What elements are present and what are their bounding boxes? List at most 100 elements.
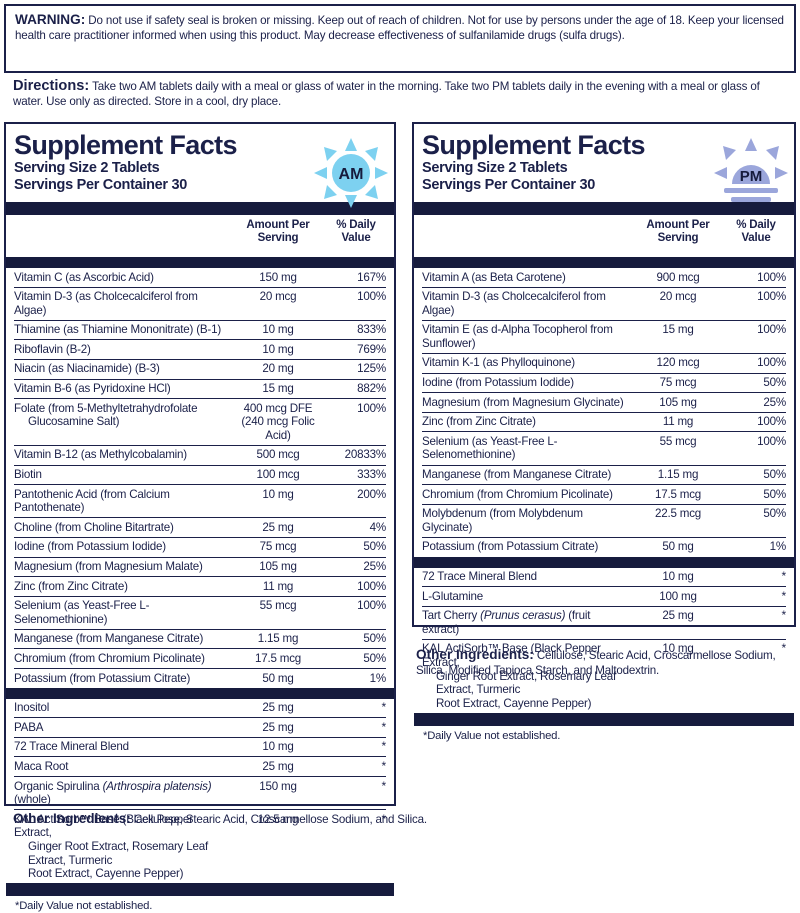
table-row: Zinc (from Zinc Citrate) 11 mg 100% [422, 412, 786, 433]
header-bar-pm-bottom [414, 257, 794, 268]
amount-per-serving: 25 mg [230, 717, 326, 738]
serving-size-pm: Serving Size 2 Tablets [422, 160, 568, 176]
supplement-facts-panel-am: AM Supplement Facts Serving Size 2 Table… [4, 122, 396, 912]
nutrient-name: Zinc (from Zinc Citrate) [14, 576, 230, 597]
amount-per-serving: 25 mg [230, 698, 326, 719]
facts-table-am-primary: Vitamin C (as Ascorbic Acid) 150 mg 167% Vi… [14, 268, 386, 688]
daily-value: 833% [326, 320, 386, 341]
nutrient-name: Riboflavin (B-2) [14, 339, 230, 360]
amount-per-serving: 12.5 mg [257, 812, 299, 826]
servings-per-container-pm: Servings Per Container 30 [422, 177, 596, 193]
daily-value: * [726, 586, 786, 607]
table-row: Vitamin D-3 (as Cholcecalciferol from Al… [14, 287, 386, 321]
directions-label: Directions: [13, 78, 90, 94]
facts-rows-pm-secondary: 72 Trace Mineral Blend 10 mg * L-Glutamine 1… [422, 567, 786, 713]
daily-value: 100% [326, 596, 386, 630]
daily-value: 100% [726, 287, 786, 321]
amount-per-serving: 400 mcg DFE (240 mcg Folic Acid) [230, 398, 326, 446]
warning-label: WARNING: [15, 12, 86, 27]
nutrient-name: Magnesium (from Magnesium Glycinate) [422, 392, 630, 413]
amount-per-serving: 25 mg [230, 756, 326, 778]
nutrient-name: Vitamin K-1 (as Phylloquinone) [422, 353, 630, 374]
table-row: Zinc (from Zinc Citrate) 11 mg 100% [14, 576, 386, 597]
nutrient-name: L-Glutamine [422, 586, 630, 607]
amount-per-serving: 10 mg [230, 484, 326, 519]
table-row: Thiamine (as Thiamine Mononitrate) (B-1)… [14, 320, 386, 341]
table-row: Chromium (from Chromium Picolinate) 17.5 … [422, 484, 786, 505]
amount-per-serving: 1.15 mg [230, 629, 326, 650]
other-ingredients-text-am: Cellulose, Stearic Acid, Croscarmellose … [130, 813, 427, 826]
facts-rows-am-primary: Vitamin C (as Ascorbic Acid) 150 mg 167% Vi… [14, 268, 386, 688]
supplement-facts-panel-pm: PM Supplement Facts Serving Size 2 Table… [412, 122, 796, 742]
daily-value: 100% [326, 576, 386, 597]
other-ingredients-text-pm: Cellulose, Stearic Acid, Croscarmellose … [416, 649, 776, 677]
table-row: Molybdenum (from Molybdenum Glycinate) 22… [422, 504, 786, 538]
nutrient-name: Potassium (from Potassium Citrate) [422, 540, 599, 554]
facts-rows-pm-primary: Vitamin A (as Beta Carotene) 900 mcg 100% V… [422, 268, 786, 557]
table-row: L-Glutamine 100 mg * [422, 586, 786, 607]
nutrient-name: Iodine (from Potassium Iodide) [14, 537, 230, 558]
column-headers-am: Amount Per Serving % Daily Value [14, 215, 386, 257]
amount-per-serving: 50 mg [262, 671, 294, 685]
table-row: Manganese (from Manganese Citrate) 1.15 m… [422, 465, 786, 486]
nutrient-name: Pantothenic Acid (from Calcium Pantothen… [14, 484, 230, 519]
daily-value: 4% [326, 517, 386, 538]
amount-per-serving: 100 mcg [230, 465, 326, 486]
header-bar-am-bottom [6, 257, 394, 268]
nutrient-name-cont: Root Extract, Cayenne Pepper) [436, 696, 592, 710]
nutrient-name: Vitamin D-3 (as Cholcecalciferol from Al… [422, 287, 630, 321]
table-row: Vitamin E (as d-Alpha Tocopherol from Su… [422, 320, 786, 354]
amount-per-serving: 105 mg [630, 392, 726, 413]
nutrient-name: Zinc (from Zinc Citrate) [422, 412, 630, 433]
table-row: PABA 25 mg * [14, 717, 386, 738]
table-row: Vitamin D-3 (as Cholcecalciferol from Al… [422, 287, 786, 321]
amount-secondary: (240 mcg Folic Acid) [241, 415, 315, 442]
nutrient-name: Maca Root [14, 756, 230, 778]
table-row: Vitamin C (as Ascorbic Acid) 150 mg 167% [14, 268, 386, 288]
table-row: Iodine (from Potassium Iodide) 75 mcg 50% [422, 373, 786, 394]
amount-per-serving: 15 mg [230, 379, 326, 400]
amount-per-serving: 10 mg [230, 339, 326, 360]
nutrient-name: Organic Spirulina (Arthrospira platensis… [14, 776, 230, 811]
warning-text: WARNING: Do not use if safety seal is br… [15, 12, 786, 44]
table-row: Selenium (as Yeast-Free L-Selenomethioni… [422, 431, 786, 466]
nutrient-name: Folate (from 5-Methyltetrahydrofolate Glu… [14, 398, 230, 446]
nutrient-name: Thiamine (as Thiamine Mononitrate) (B-1) [14, 320, 230, 341]
nutrient-name: Biotin [14, 465, 230, 486]
column-header-amount-pm: Amount Per Serving [646, 219, 710, 244]
nutrient-name: Potassium (from Potassium Citrate) [14, 671, 191, 685]
table-row: Chromium (from Chromium Picolinate) 17.5 … [14, 648, 386, 670]
table-row: Magnesium (from Magnesium Malate) 105 mg 2… [14, 557, 386, 578]
facts-table-am-secondary: Inositol 25 mg * PABA 25 mg * 72 Trace Mineral… [14, 698, 386, 884]
amount-per-serving: 17.5 mcg [230, 648, 326, 670]
amount-per-serving: 20 mcg [630, 287, 726, 321]
amount-per-serving: 10 mg [630, 567, 726, 588]
daily-value: 125% [326, 359, 386, 380]
amount-per-serving: 1.15 mg [630, 465, 726, 486]
amount-per-serving: 25 mg [230, 517, 326, 538]
sun-icon: AM [314, 138, 388, 208]
amount-per-serving: 11 mg [230, 576, 326, 597]
daily-value: * [326, 698, 386, 719]
pm-icon-label: PM [740, 168, 763, 185]
daily-value: 882% [326, 379, 386, 400]
amount-per-serving: 55 mcg [630, 431, 726, 466]
divider-bar-am [6, 687, 394, 699]
daily-value: 769% [326, 339, 386, 360]
table-row: Manganese (from Manganese Citrate) 1.15 m… [14, 629, 386, 650]
nutrient-name: Inositol [14, 698, 230, 719]
nutrient-name: Choline (from Choline Bitartrate) [14, 517, 230, 538]
amount-per-serving: 900 mcg [630, 268, 726, 288]
footer-bar-pm [414, 712, 794, 726]
nutrient-name: Vitamin B-6 (as Pyridoxine HCl) [14, 379, 230, 400]
table-row: Potassium (from Potassium Citrate) 50 mg 1… [14, 669, 386, 688]
table-row: Selenium (as Yeast-Free L-Selenomethioni… [14, 596, 386, 630]
divider-bar-pm [414, 556, 794, 568]
panel-title-pm: Supplement Facts [422, 130, 646, 160]
nutrient-name: Magnesium (from Magnesium Malate) [14, 557, 230, 578]
amount-per-serving: 75 mcg [630, 373, 726, 394]
daily-value: * [726, 606, 786, 640]
daily-value: 20833% [326, 445, 386, 466]
amount-per-serving: 17.5 mcg [630, 484, 726, 505]
nutrient-name: Iodine (from Potassium Iodide) [422, 373, 630, 394]
